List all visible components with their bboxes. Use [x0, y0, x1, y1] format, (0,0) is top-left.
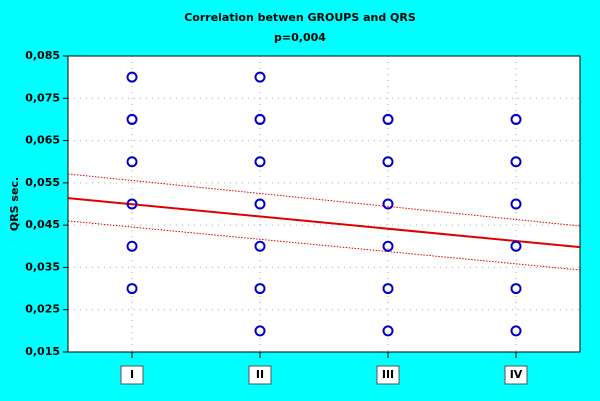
- plot-area: [67, 55, 581, 353]
- x-tick-box: [504, 365, 528, 385]
- x-tick-box: [248, 365, 272, 385]
- point: [382, 283, 394, 295]
- chart-subtitle: p=0,004: [274, 31, 326, 44]
- y-tick-label: 0,015: [25, 345, 60, 358]
- point: [254, 113, 266, 125]
- point: [382, 156, 394, 168]
- point: [510, 113, 522, 125]
- point: [126, 71, 138, 83]
- point: [126, 283, 138, 295]
- point: [254, 156, 266, 168]
- y-tick-label: 0,075: [25, 91, 60, 104]
- point: [382, 113, 394, 125]
- point: [126, 240, 138, 252]
- point: [126, 156, 138, 168]
- y-tick-label: 0,065: [25, 134, 60, 147]
- y-tick-label: 0,035: [25, 260, 60, 273]
- point: [126, 198, 138, 210]
- plot-area: [67, 55, 581, 353]
- point: [254, 325, 266, 337]
- x-tick-label: I: [130, 368, 134, 381]
- x-tick-label: III: [382, 368, 394, 381]
- point: [510, 156, 522, 168]
- point: [510, 240, 522, 252]
- x-tick-box: [120, 365, 144, 385]
- point: [382, 325, 394, 337]
- y-tick-label: 0,085: [25, 49, 60, 62]
- point: [510, 283, 522, 295]
- point: [382, 198, 394, 210]
- point: [254, 71, 266, 83]
- x-tick-label: IV: [510, 368, 523, 381]
- point: [382, 240, 394, 252]
- y-tick-label: 0,055: [25, 176, 60, 189]
- y-axis-label: QRS sec.: [8, 177, 21, 231]
- x-tick-box: [376, 365, 400, 385]
- chart-title: Correlation betwen GROUPS and QRS: [184, 11, 416, 24]
- point: [126, 113, 138, 125]
- point: [254, 240, 266, 252]
- regression-line: [67, 197, 581, 249]
- x-tick-label: II: [256, 368, 264, 381]
- point: [254, 283, 266, 295]
- point: [510, 325, 522, 337]
- y-tick-label: 0,025: [25, 303, 60, 316]
- point: [254, 198, 266, 210]
- point: [510, 198, 522, 210]
- y-tick-label: 0,045: [25, 218, 60, 231]
